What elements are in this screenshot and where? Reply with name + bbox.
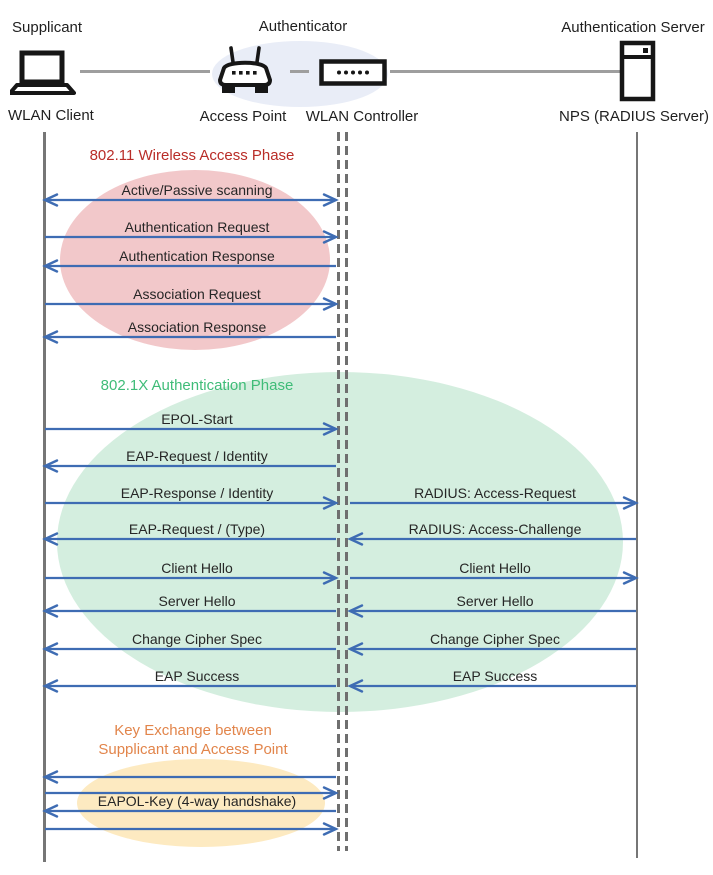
message-label: Association Request (133, 286, 261, 302)
device-label-wlan-controller: WLAN Controller (305, 108, 419, 125)
connector-ap-controller (290, 70, 309, 73)
phase-ellipse-key-exchange (77, 759, 325, 847)
phase-title-8021x: 802.1X Authentication Phase (47, 376, 347, 395)
message-label: Authentication Response (119, 248, 275, 264)
message-label: Change Cipher Spec (132, 631, 262, 647)
arrowhead-icon (42, 770, 59, 784)
lifeline-radius-server (636, 132, 638, 858)
lifeline-wlan-client (43, 132, 46, 862)
device-label-wlan-client: WLAN Client (8, 107, 94, 124)
device-label-access-point: Access Point (199, 108, 287, 125)
message-label: Client Hello (161, 560, 233, 576)
message-label: Server Hello (158, 593, 236, 609)
message-label: Association Response (127, 319, 267, 335)
laptop-icon (10, 50, 76, 95)
message-label: Client Hello (459, 560, 531, 576)
message-label: EAP Success (452, 668, 538, 684)
message-label: Authentication Request (124, 219, 270, 235)
message-label: RADIUS: Access-Request (414, 485, 576, 501)
message-label: RADIUS: Access-Challenge (408, 521, 582, 537)
lifeline-wlan-controller-left (337, 132, 340, 851)
actor-role-authenticator: Authenticator (258, 18, 348, 35)
message-label: EPOL-Start (161, 411, 233, 427)
device-label-nps: NPS (RADIUS Server) (558, 108, 710, 125)
message-label: EAP-Request / Identity (126, 448, 268, 464)
connector-controller-server (390, 70, 620, 73)
message-label: Server Hello (456, 593, 534, 609)
actor-role-supplicant: Supplicant (12, 19, 83, 36)
phase-title-80211-line: 802.11 Wireless Access Phase (89, 147, 295, 164)
connector-client-ap (80, 70, 210, 73)
phase-title-8021x-line: 802.1X Authentication Phase (100, 377, 294, 394)
message-label: EAP Success (154, 668, 240, 684)
message-label: EAP-Request / (Type) (128, 521, 266, 537)
message-label: EAPOL-Key (4-way handshake) (97, 793, 297, 809)
wlan-controller-icon (319, 59, 387, 86)
phase-title-80211: 802.11 Wireless Access Phase (42, 146, 342, 165)
lifeline-wlan-controller-right (345, 132, 348, 851)
server-icon (619, 40, 656, 102)
message-label: Active/Passive scanning (121, 182, 273, 198)
phase-title-key-line-1: Key Exchange between (114, 722, 272, 739)
message-label: Change Cipher Spec (430, 631, 560, 647)
phase-title-key-line-2: Supplicant and Access Point (98, 741, 288, 758)
message-label: EAP-Response / Identity (120, 485, 274, 501)
access-point-icon (218, 46, 272, 93)
arrowhead-icon (322, 822, 339, 836)
actor-role-auth-server: Authentication Server (561, 19, 705, 36)
phase-title-key-exchange: Key Exchange between Supplicant and Acce… (43, 721, 343, 759)
